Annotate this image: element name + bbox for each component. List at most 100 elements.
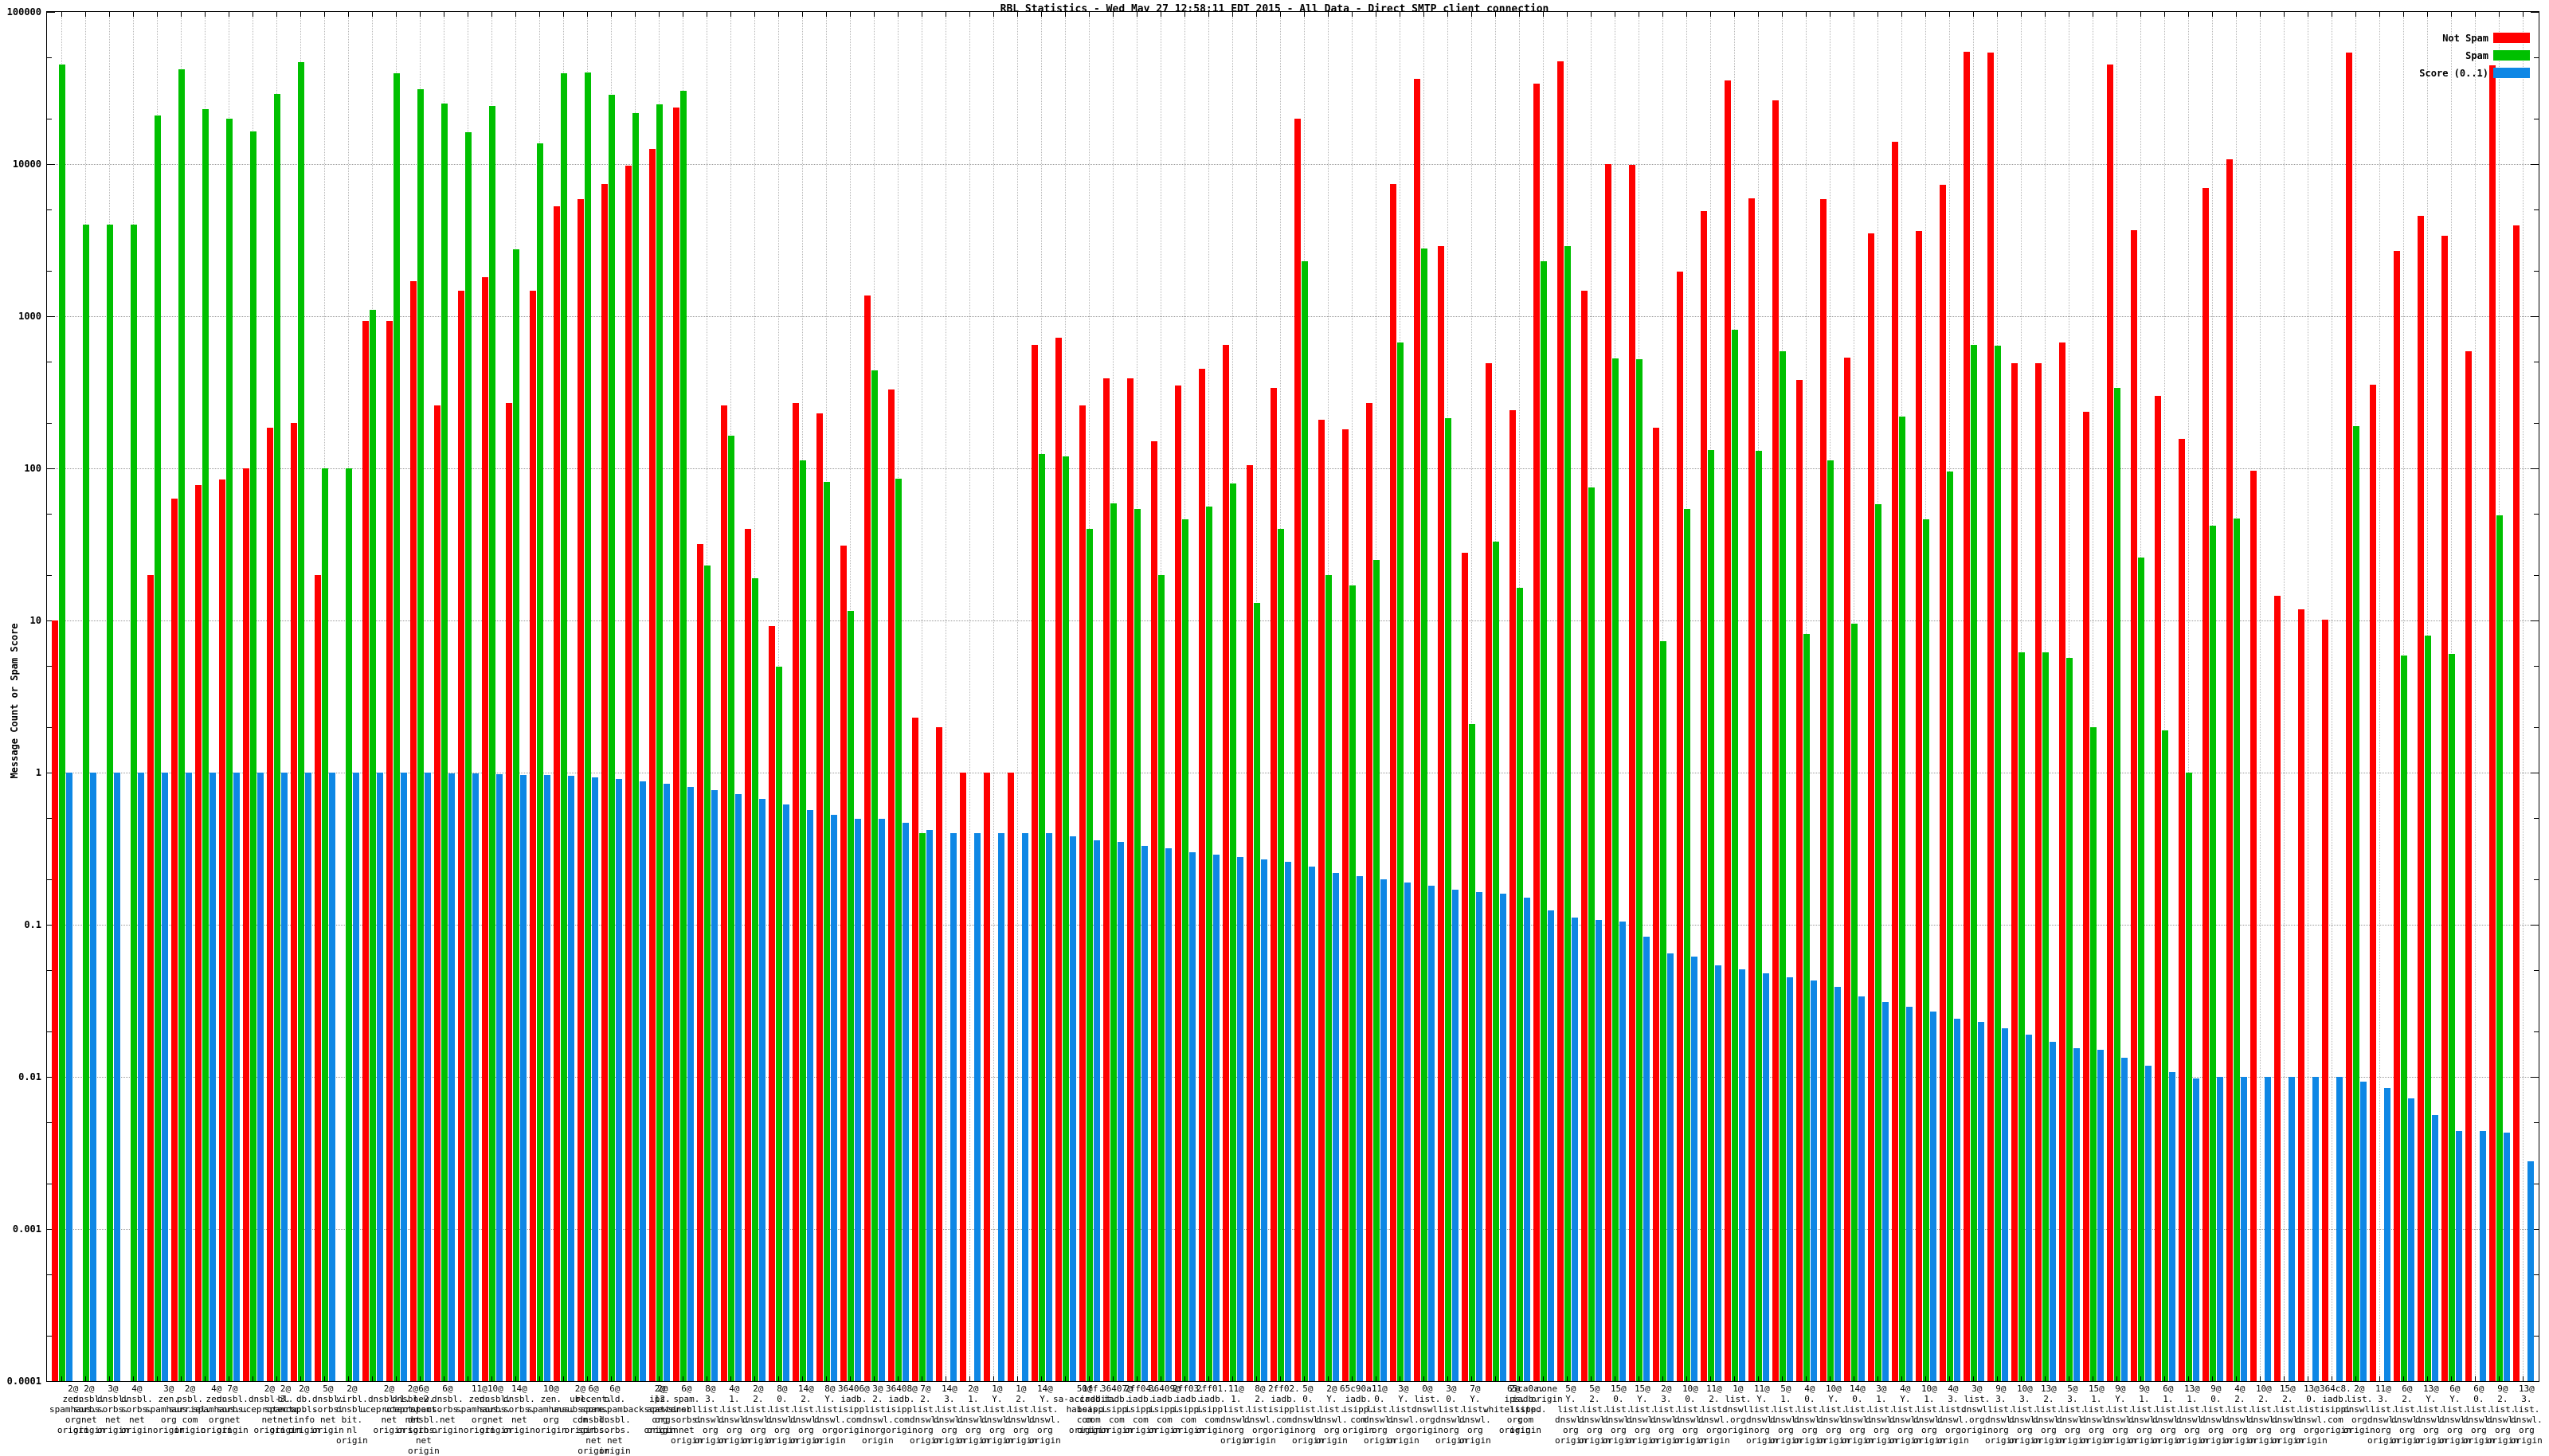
bar-score [1285, 861, 1291, 1381]
bar-score [711, 789, 718, 1381]
bar-group [1938, 12, 1962, 1381]
bar-spam [1158, 574, 1165, 1381]
bar-group [1245, 12, 1269, 1381]
bar-not-spam [864, 295, 871, 1381]
x-label: 9@ 2. list. dnswl. org origin [2487, 1384, 2519, 1446]
bar-not-spam [1008, 773, 1014, 1381]
x-label: 9@ Y. list. dnswl. org origin [2105, 1384, 2136, 1446]
x-label: 7@ Y. list. dnswl. org origin [1459, 1384, 1491, 1446]
bar-spam [1851, 624, 1858, 1381]
bar-spam [1517, 587, 1523, 1381]
x-tick-mark [2523, 12, 2524, 17]
x-tick-mark [2284, 12, 2285, 17]
bar-not-spam [1294, 118, 1301, 1381]
bar-spam [322, 468, 328, 1381]
x-label-text: 14@ 2. list. dnswl. org origin [790, 1384, 822, 1446]
x-label: 6@ 1. list. dnswl. org origin [2152, 1384, 2184, 1446]
bar-score [1141, 846, 1148, 1381]
x-tick-mark [109, 1376, 110, 1381]
bar-score [1930, 1011, 1936, 1381]
bar-group [2129, 12, 2153, 1381]
bar-group [1102, 12, 1126, 1381]
x-label: 2@ bl. spamcop. net origin [264, 1384, 307, 1435]
bar-spam [537, 143, 543, 1381]
bar-group [1962, 12, 1986, 1381]
bar-not-spam [936, 726, 942, 1381]
bar-group [1197, 12, 1221, 1381]
bar-spam [83, 225, 89, 1381]
bar-spam [752, 577, 758, 1381]
bar-score [1834, 987, 1841, 1381]
y-minor-tick-mark [47, 879, 52, 880]
bar-not-spam [745, 529, 751, 1381]
bar-group [2416, 12, 2440, 1381]
x-label: 6@ Y. list. dnswl. org origin [2439, 1384, 2471, 1446]
bar-not-spam [1844, 357, 1850, 1381]
x-label-text: 4@ zen. spamhaus. org origin [193, 1384, 241, 1435]
x-label-text: 2@ list. dnswl. org origin [2343, 1384, 2375, 1435]
x-tick-mark [778, 1376, 779, 1381]
bar-not-spam [1271, 387, 1277, 1381]
bar-group [241, 12, 265, 1381]
x-tick-mark [420, 1376, 421, 1381]
x-label: 2@ l2. apews. org origin [647, 1384, 679, 1435]
bar-not-spam [960, 773, 966, 1381]
bar-spam [1254, 603, 1260, 1381]
x-tick-mark [1997, 1376, 1998, 1381]
x-gridline [2379, 12, 2380, 1381]
x-label: 11@ 3. list. dnswl. org origin [2367, 1384, 2399, 1446]
bar-group [1269, 12, 1293, 1381]
bar-spam [274, 93, 280, 1381]
y-tick-label: 10 [29, 615, 41, 626]
y-tick-mark [2531, 925, 2539, 926]
bar-not-spam [1677, 271, 1683, 1381]
plot-area [46, 11, 2539, 1382]
x-label: 3@ list. dnswl. org origin [1961, 1384, 1993, 1435]
bar-score [974, 833, 981, 1381]
bar-spam [1397, 342, 1404, 1381]
x-label: 9@ 1. list. dnswl. org origin [2128, 1384, 2160, 1446]
bar-spam [2449, 654, 2455, 1381]
bar-spam [1278, 529, 1284, 1381]
bar-not-spam [1557, 61, 1564, 1381]
x-tick-mark [1065, 1376, 1066, 1381]
x-label: 2@ dnsbl-3. uceprotect. net origin [241, 1384, 299, 1435]
bar-not-spam [1151, 441, 1157, 1381]
x-tick-mark [1686, 1376, 1687, 1381]
bar-score [186, 773, 192, 1381]
y-tick-label: 1 [35, 767, 41, 778]
x-label: 2ff01. iadb. isipp. com origin [1196, 1384, 1228, 1435]
bar-score [1046, 833, 1052, 1381]
bar-not-spam [793, 402, 799, 1381]
y-tick-mark [47, 12, 55, 13]
x-label: 7@ dnsbl. sorbs. net origin [217, 1384, 249, 1435]
bar-score [568, 776, 574, 1381]
x-tick-mark [1447, 12, 1448, 17]
bar-not-spam [530, 290, 536, 1381]
bar-score [1739, 969, 1745, 1381]
x-tick-mark [2021, 1376, 2022, 1381]
bar-score [1548, 910, 1554, 1381]
x-label: 11@ 2. list. dnswl. org origin [1698, 1384, 1730, 1446]
bar-score [783, 804, 789, 1381]
x-label: 36409@ iadb. isipp. com origin [1149, 1384, 1181, 1435]
bar-group [1173, 12, 1197, 1381]
x-tick-mark [1543, 1376, 1544, 1381]
bar-group [1221, 12, 1245, 1381]
x-tick-mark [515, 12, 516, 17]
x-label-text: 2@ bl. spamcop. net origin [264, 1384, 307, 1435]
x-tick-mark [587, 12, 588, 17]
bar-group [1866, 12, 1890, 1381]
x-tick-mark [993, 1376, 994, 1381]
bar-spam [394, 73, 400, 1381]
bar-score [1452, 890, 1459, 1381]
x-tick-mark [396, 12, 397, 17]
x-tick-mark [2140, 12, 2141, 17]
x-tick-mark [993, 12, 994, 17]
bar-spam [465, 131, 472, 1381]
y-tick-label: 0.01 [18, 1071, 41, 1082]
bar-score [1906, 1006, 1913, 1381]
bar-spam [1445, 417, 1451, 1381]
y-minor-tick-mark [47, 514, 52, 515]
x-label: 10@ 2. list. dnswl. org origin [2248, 1384, 2280, 1446]
